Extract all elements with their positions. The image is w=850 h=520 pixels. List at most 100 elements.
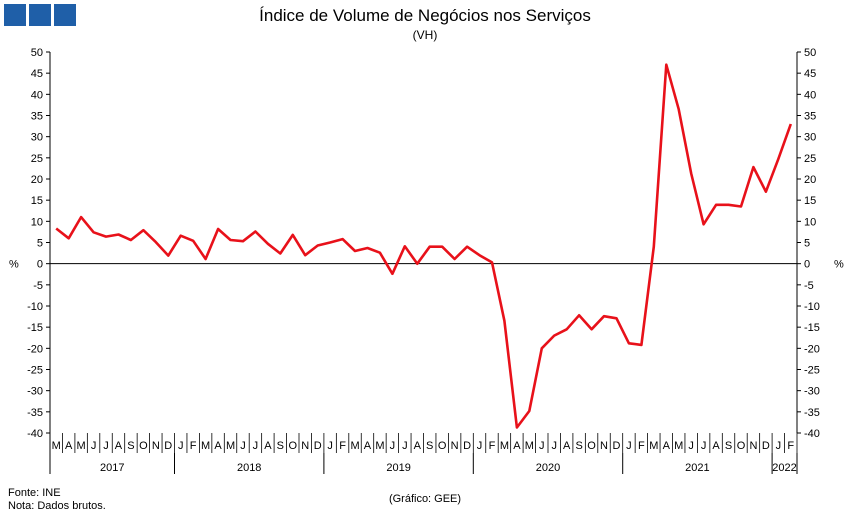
x-month-label: J [539, 440, 545, 452]
x-month-label: J [402, 440, 408, 452]
x-month-label: S [127, 440, 134, 452]
y-tick-label-right: 20 [804, 174, 816, 186]
x-month-label: J [253, 440, 259, 452]
y-tick-label-left: 45 [31, 68, 43, 80]
y-tick-label-right: 50 [804, 47, 816, 59]
logo-block-1 [4, 4, 26, 26]
y-tick-label-left: -30 [27, 386, 43, 398]
x-month-label: D [314, 440, 322, 452]
x-month-label: M [52, 440, 61, 452]
x-month-label: N [600, 440, 608, 452]
logo [4, 4, 76, 26]
y-tick-label-right: -5 [804, 280, 814, 292]
y-tick-label-right: -40 [804, 428, 820, 440]
x-month-label: J [688, 440, 694, 452]
x-month-label: M [649, 440, 658, 452]
x-month-label: A [214, 440, 222, 452]
x-month-label: A [364, 440, 372, 452]
x-month-label: O [288, 440, 297, 452]
x-year-label: 2019 [386, 462, 410, 474]
x-month-label: D [463, 440, 471, 452]
x-month-label: M [201, 440, 210, 452]
chart-subtitle: (VH) [412, 28, 438, 42]
x-month-label: A [414, 440, 422, 452]
x-month-label: O [438, 440, 447, 452]
y-tick-label-right: -10 [804, 301, 820, 313]
x-year-label: 2018 [237, 462, 261, 474]
footer-credit: (Gráfico: GEE) [388, 493, 462, 505]
y-tick-label-left: -5 [33, 280, 43, 292]
y-axis-unit-left: % [9, 259, 19, 271]
x-month-label: J [178, 440, 184, 452]
y-tick-label-left: -10 [27, 301, 43, 313]
y-tick-label-right: 10 [804, 216, 816, 228]
x-month-label: N [749, 440, 757, 452]
y-tick-label-left: -40 [27, 428, 43, 440]
logo-block-3 [54, 4, 76, 26]
x-month-label: F [489, 440, 496, 452]
y-tick-label-left: 0 [37, 259, 43, 271]
x-month-label: N [301, 440, 309, 452]
y-tick-label-left: -25 [27, 365, 43, 377]
x-month-label: O [737, 440, 746, 452]
x-month-label: M [350, 440, 359, 452]
x-year-label: 2021 [685, 462, 709, 474]
y-tick-label-right: -30 [804, 386, 820, 398]
y-tick-label-left: -15 [27, 322, 43, 334]
x-month-label: S [575, 440, 582, 452]
x-month-label: A [563, 440, 571, 452]
x-month-label: D [164, 440, 172, 452]
footer-source: Fonte: INE [8, 487, 61, 499]
x-month-label: M [674, 440, 683, 452]
x-month-label: M [226, 440, 235, 452]
y-tick-label-left: -20 [27, 343, 43, 355]
x-month-label: S [426, 440, 433, 452]
y-tick-label-right: 40 [804, 89, 816, 101]
x-year-label: 2022 [772, 462, 796, 474]
y-tick-label-left: 25 [31, 153, 43, 165]
y-tick-label-right: 30 [804, 132, 816, 144]
x-month-label: O [587, 440, 596, 452]
x-month-label: M [525, 440, 534, 452]
y-tick-label-left: 15 [31, 195, 43, 207]
y-tick-label-left: 35 [31, 111, 43, 123]
y-tick-label-left: -35 [27, 407, 43, 419]
series-line [55, 63, 793, 429]
x-month-label: N [451, 440, 459, 452]
x-month-label: M [500, 440, 509, 452]
y-tick-label-left: 30 [31, 132, 43, 144]
x-month-label: J [240, 440, 246, 452]
chart-title: Índice de Volume de Negócios nos Serviço… [259, 6, 591, 25]
x-month-label: D [762, 440, 770, 452]
y-tick-label-left: 50 [31, 47, 43, 59]
x-month-label: A [663, 440, 671, 452]
x-month-label: N [152, 440, 160, 452]
x-month-label: S [725, 440, 732, 452]
x-month-label: J [626, 440, 632, 452]
x-month-label: M [375, 440, 384, 452]
x-month-label: F [638, 440, 645, 452]
footer-note: Nota: Dados brutos. [8, 500, 106, 512]
x-month-label: F [339, 440, 346, 452]
x-month-label: O [139, 440, 148, 452]
x-month-label: J [91, 440, 97, 452]
x-month-label: A [65, 440, 73, 452]
x-year-label: 2020 [536, 462, 560, 474]
x-month-label: M [77, 440, 86, 452]
y-tick-label-left: 40 [31, 89, 43, 101]
x-month-label: A [712, 440, 720, 452]
x-month-label: A [513, 440, 521, 452]
x-month-label: A [115, 440, 123, 452]
logo-block-2 [29, 4, 51, 26]
x-month-label: J [776, 440, 782, 452]
x-month-label: J [103, 440, 109, 452]
y-tick-label-left: 20 [31, 174, 43, 186]
x-month-label: J [701, 440, 707, 452]
x-month-label: F [787, 440, 794, 452]
y-tick-label-right: 35 [804, 111, 816, 123]
y-tick-label-right: -25 [804, 365, 820, 377]
y-tick-label-right: -20 [804, 343, 820, 355]
y-tick-label-right: 45 [804, 68, 816, 80]
y-tick-label-right: 25 [804, 153, 816, 165]
